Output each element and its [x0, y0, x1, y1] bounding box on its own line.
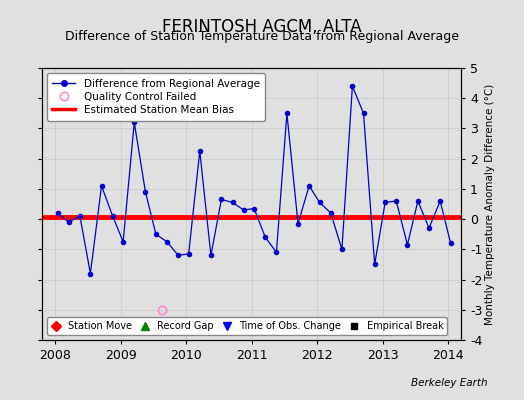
Text: Difference of Station Temperature Data from Regional Average: Difference of Station Temperature Data f… — [65, 30, 459, 43]
Text: Berkeley Earth: Berkeley Earth — [411, 378, 487, 388]
Y-axis label: Monthly Temperature Anomaly Difference (°C): Monthly Temperature Anomaly Difference (… — [485, 83, 495, 325]
Legend: Station Move, Record Gap, Time of Obs. Change, Empirical Break: Station Move, Record Gap, Time of Obs. C… — [47, 317, 447, 335]
Text: FERINTOSH AGCM, ALTA: FERINTOSH AGCM, ALTA — [162, 18, 362, 36]
